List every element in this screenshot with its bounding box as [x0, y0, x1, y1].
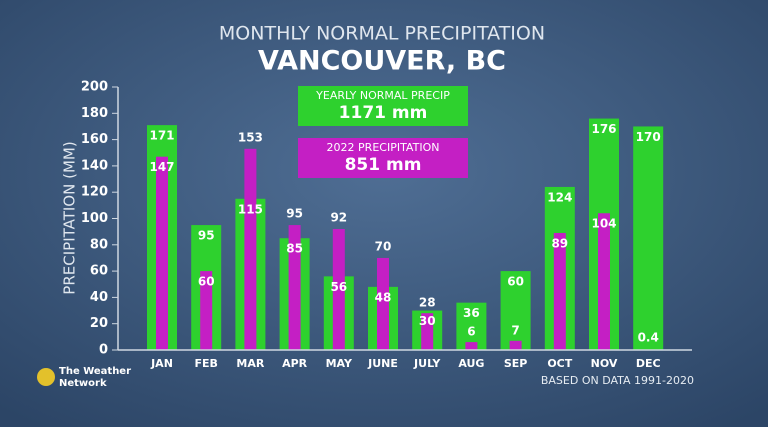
data-label: 147: [149, 160, 174, 174]
logo-text: The Weather: [59, 366, 131, 377]
data-label: 48: [375, 290, 392, 304]
x-tick-label: MAY: [326, 357, 353, 370]
bar: [244, 148, 257, 350]
data-label: 70: [375, 239, 392, 253]
data-label: 6: [467, 325, 475, 339]
bar: [288, 225, 301, 350]
x-tick-label: JAN: [150, 357, 173, 370]
bar: [633, 126, 664, 350]
data-label: 85: [286, 242, 303, 256]
x-tick-label: NOV: [591, 357, 618, 370]
y-tick-label: 160: [81, 132, 108, 147]
data-label: 60: [507, 275, 524, 289]
data-label: 36: [463, 306, 480, 320]
x-tick-label: APR: [282, 357, 308, 370]
data-label: 30: [419, 314, 436, 328]
bar: [553, 232, 566, 350]
bar: [156, 156, 168, 350]
data-label: 115: [238, 202, 263, 216]
x-tick-label: DEC: [636, 357, 661, 370]
data-label: 28: [419, 296, 436, 310]
y-tick-label: 200: [81, 80, 108, 95]
x-tick-label: MAR: [236, 357, 264, 370]
legend-box: [298, 86, 468, 126]
data-label: 104: [591, 217, 616, 231]
logo-icon: [37, 368, 55, 386]
legend-total: 851 mm: [345, 155, 422, 175]
x-tick-label: FEB: [194, 357, 217, 370]
bar: [332, 229, 345, 350]
bar: [509, 340, 522, 350]
y-tick-label: 100: [81, 211, 108, 226]
y-tick-label: 60: [90, 264, 108, 279]
data-label: 153: [238, 130, 263, 144]
data-label: 89: [551, 236, 568, 250]
data-label: 170: [636, 130, 661, 144]
x-tick-label: OCT: [547, 357, 572, 370]
y-tick-label: 120: [81, 185, 108, 200]
data-label: 60: [198, 275, 215, 289]
x-tick-label: AUG: [458, 357, 484, 370]
bar: [465, 342, 478, 350]
legend-box: [298, 138, 468, 178]
x-tick-label: SEP: [504, 357, 528, 370]
footnote: BASED ON DATA 1991-2020: [541, 374, 694, 387]
y-tick-label: 80: [90, 237, 108, 252]
y-axis-label: PRECIPITATION (MM): [61, 141, 79, 294]
data-label: 171: [149, 129, 174, 143]
data-label: 124: [547, 190, 572, 204]
y-tick-label: 20: [90, 316, 108, 331]
bar: [500, 271, 531, 350]
data-label: 56: [330, 280, 347, 294]
bar: [377, 257, 389, 350]
x-tick-label: JULY: [413, 357, 441, 370]
bar: [598, 213, 610, 350]
chart-title: MONTHLY NORMAL PRECIPITATION: [219, 23, 545, 45]
bar: [200, 271, 213, 350]
chart-subtitle: VANCOUVER, BC: [258, 46, 506, 77]
legend-label: 2022 PRECIPITATION: [327, 141, 440, 154]
legend-total: 1171 mm: [339, 103, 428, 123]
data-label: 95: [198, 229, 215, 243]
y-tick-label: 180: [81, 106, 108, 121]
data-label: 95: [286, 207, 303, 221]
logo-text: Network: [59, 378, 107, 389]
data-label: 0.4: [638, 331, 659, 345]
y-tick-label: 0: [99, 343, 108, 358]
x-tick-label: JUNE: [367, 357, 398, 370]
data-label: 92: [330, 211, 347, 225]
legend-label: YEARLY NORMAL PRECIP: [315, 89, 450, 102]
y-tick-label: 140: [81, 158, 108, 173]
bar: [421, 313, 434, 350]
y-tick-label: 40: [90, 290, 108, 305]
data-label: 176: [591, 122, 616, 136]
data-label: 7: [511, 323, 519, 337]
